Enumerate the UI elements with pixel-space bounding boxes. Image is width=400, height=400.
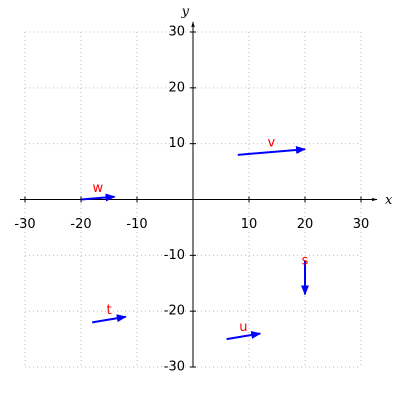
y-tick-label: 20 — [168, 80, 185, 95]
vector-arrow — [80, 193, 116, 202]
x-tick-label: 20 — [297, 217, 314, 232]
y-tick-label: 30 — [168, 25, 185, 40]
y-tick-label: 10 — [168, 136, 185, 151]
x-tick-label: 30 — [353, 217, 370, 232]
vector-label: v — [268, 136, 276, 151]
y-tick-label: -20 — [164, 304, 185, 319]
vector-arrow — [237, 146, 306, 156]
vector-label: u — [239, 320, 247, 335]
x-tick-label: -30 — [14, 217, 35, 232]
vector-arrow — [226, 331, 262, 341]
vector-label: w — [92, 181, 103, 196]
y-tick-label: -30 — [164, 360, 185, 375]
y-axis-label: y — [181, 5, 190, 20]
x-tick-label: 10 — [241, 217, 258, 232]
y-tick-label: -10 — [164, 248, 185, 263]
vector-arrow — [92, 314, 127, 324]
x-tick-label: -20 — [70, 217, 91, 232]
x-tick-label: -10 — [126, 217, 147, 232]
x-axis-label: x — [385, 193, 393, 208]
vector-label: s — [302, 253, 309, 268]
axes: -30 -20 -10 10 20 30 -30 -20 -10 10 20 30 x y — [14, 5, 393, 375]
vector-label: t — [106, 303, 111, 318]
